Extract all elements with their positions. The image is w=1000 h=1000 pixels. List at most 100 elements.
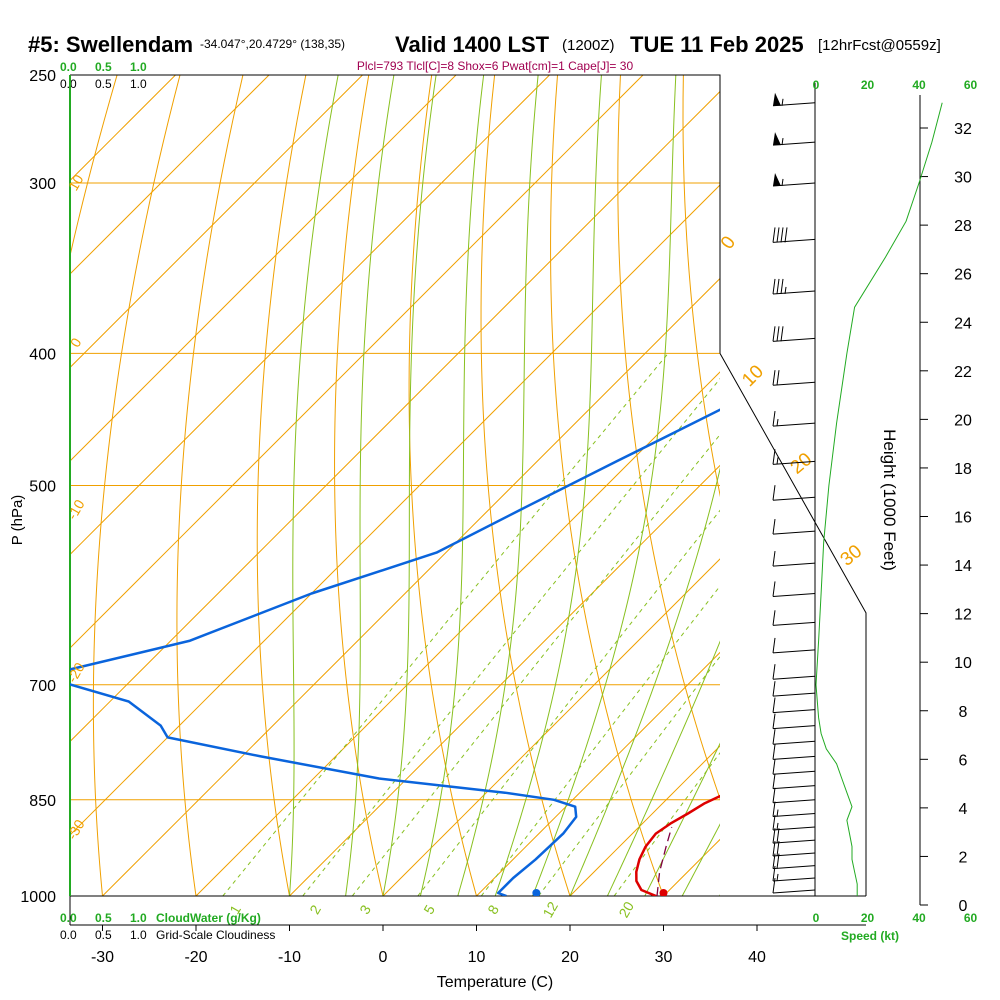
height-tick-label: 16	[954, 510, 972, 527]
x-tick-label: 30	[655, 949, 673, 966]
mixing-ratio-line	[222, 353, 669, 896]
cloudiness-label: Grid-Scale Cloudiness	[156, 928, 275, 942]
wind-barb-feather	[772, 697, 776, 713]
moist-adiabat	[532, 75, 677, 896]
isotherm-line	[70, 75, 363, 369]
mixing-ratio-label: 8	[484, 902, 502, 917]
wind-barb-feather	[772, 370, 776, 386]
wind-barb-feather	[772, 326, 776, 342]
isotherm-line	[70, 75, 644, 649]
wind-barb-feather	[772, 759, 776, 775]
wind-barb-staff	[772, 709, 816, 714]
wind-barb-feather	[776, 840, 780, 857]
wind-barb-halffeather	[781, 98, 784, 106]
wind-barb-feather	[772, 610, 776, 626]
speed-bottom-tick: 40	[912, 911, 926, 925]
x-tick-label: 10	[468, 949, 486, 966]
wind-barb-feather	[784, 227, 788, 243]
isotherm-line	[70, 75, 457, 462]
isotherm-line	[476, 651, 720, 896]
plot-border-slant	[719, 353, 867, 896]
cloudiness-tick: 0.0	[60, 928, 77, 942]
top-scale-label-green: 1.0	[130, 60, 147, 74]
stability-indices: Plcl=793 Tlcl[C]=8 Shox=6 Pwat[cm]=1 Cap…	[357, 59, 634, 73]
wind-barb-feather	[772, 744, 776, 760]
mixing-ratio-label: 5	[420, 902, 438, 917]
forecast-info: [12hrFcst@0559z]	[818, 37, 941, 54]
dry-adiabat	[550, 75, 665, 896]
pressure-tick-label: 250	[29, 68, 56, 85]
wind-barb-pennant	[773, 132, 781, 146]
wind-barb-staff	[772, 381, 816, 386]
moist-adiabat	[494, 75, 602, 896]
wind-barb-halffeather	[776, 457, 779, 465]
height-tick-label: 22	[954, 364, 972, 381]
wind-barb-feather	[772, 865, 776, 882]
height-tick-label: 4	[959, 801, 968, 818]
wind-barb-staff	[772, 290, 816, 295]
wind-barb-staff	[772, 852, 816, 857]
x-axis-title: Temperature (C)	[437, 974, 553, 991]
moist-adiabat	[681, 823, 720, 896]
speed-bottom-tick: 20	[861, 911, 875, 925]
wind-barb-staff	[772, 826, 816, 831]
speed-axis-label: Speed (kt)	[841, 929, 899, 943]
moist-adiabat	[419, 75, 485, 896]
wind-barb-feather	[772, 278, 776, 295]
wind-barb-halffeather	[776, 822, 779, 831]
isotherm-line	[851, 75, 1000, 896]
moist-adiabat	[382, 75, 437, 896]
wind-barb-staff	[772, 813, 816, 818]
wind-barb-staff	[772, 770, 816, 775]
dry-adiabat	[256, 75, 307, 896]
station-title: #5: Swellendam	[28, 32, 193, 57]
wind-barb-staff	[772, 530, 816, 535]
top-scale-label-green: 0.5	[95, 60, 112, 74]
wind-barbs	[772, 82, 816, 896]
isotherm-line	[289, 464, 720, 896]
wind-barb-staff	[772, 496, 816, 501]
speed-top-tick: 0	[813, 78, 820, 92]
wind-barb-pennant	[773, 172, 781, 186]
dry-adiabat	[408, 75, 478, 896]
wind-barb-feather	[772, 801, 776, 817]
isotherm-label: -10	[64, 497, 88, 523]
top-scale-label: 0.0	[60, 77, 77, 91]
wind-barb-staff	[772, 889, 816, 894]
dewpoint-line	[70, 408, 720, 896]
pressure-tick-label: 850	[29, 793, 56, 810]
valid-date: TUE 11 Feb 2025	[630, 32, 804, 57]
wind-barb-staff	[772, 877, 816, 882]
height-tick-label: 14	[954, 558, 972, 575]
x-tick-label: 20	[561, 949, 579, 966]
wind-barb-feather	[772, 729, 776, 745]
height-tick-label: 6	[959, 752, 968, 769]
height-tick-label: 8	[959, 704, 968, 721]
wind-barb-feather	[772, 787, 776, 803]
isotherm-label: 30	[837, 541, 867, 571]
wind-barb-feather	[780, 326, 784, 342]
speed-bottom-tick: 60	[964, 911, 978, 925]
top-scale-label: 1.0	[130, 77, 147, 91]
moist-adiabat	[606, 640, 720, 896]
wind-barb-feather	[776, 853, 780, 869]
height-tick-label: 30	[954, 170, 972, 187]
wind-barb-feather	[772, 713, 776, 729]
mixing-ratio-line	[538, 655, 720, 896]
zulu-time: (1200Z)	[562, 37, 615, 54]
isotherm-line	[195, 371, 720, 896]
wind-barb-feather	[772, 411, 776, 427]
dry-adiabat	[92, 75, 181, 896]
wind-barb-pennant	[773, 92, 781, 106]
cloudwater-label: CloudWater (g/Kg)	[156, 911, 261, 925]
speed-bottom-tick: 0	[813, 911, 820, 925]
isotherm-line	[70, 90, 720, 743]
wind-barb-halffeather	[776, 419, 779, 427]
height-tick-label: 10	[954, 655, 972, 672]
station-coords: -34.047°,20.4729° (138,35)	[200, 37, 345, 51]
x-tick-label: -30	[91, 949, 114, 966]
wind-barb-feather	[772, 828, 776, 844]
